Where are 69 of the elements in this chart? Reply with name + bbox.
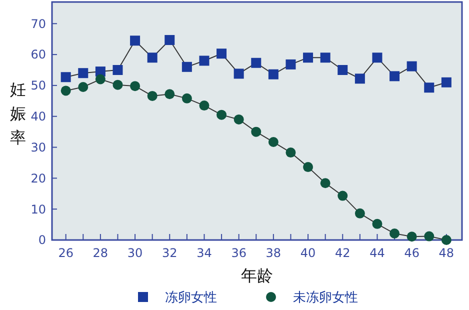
y-axis-title: 妊娠率 bbox=[10, 80, 26, 147]
x-tick-label: 34 bbox=[196, 246, 212, 260]
x-tick-label: 26 bbox=[58, 246, 74, 260]
x-axis-title: 年龄 bbox=[241, 266, 273, 285]
point bbox=[320, 178, 330, 188]
point bbox=[406, 232, 417, 242]
x-tick-label: 38 bbox=[266, 246, 282, 260]
point bbox=[320, 52, 330, 63]
x-tick-label: 46 bbox=[404, 246, 420, 260]
x-tick-label: 44 bbox=[370, 246, 385, 260]
point bbox=[424, 231, 434, 242]
x-tick-label: 40 bbox=[300, 246, 316, 260]
y-tick-label: 10 bbox=[30, 202, 46, 216]
point bbox=[251, 126, 262, 137]
point bbox=[390, 228, 400, 239]
point bbox=[234, 114, 244, 124]
point bbox=[424, 82, 434, 93]
y-tick-label: 0 bbox=[38, 233, 46, 248]
point bbox=[95, 74, 106, 84]
point bbox=[268, 137, 278, 148]
point bbox=[372, 218, 382, 229]
point bbox=[78, 82, 88, 92]
point bbox=[216, 48, 227, 59]
point bbox=[112, 65, 123, 75]
point bbox=[251, 58, 262, 68]
point bbox=[338, 65, 348, 75]
point bbox=[441, 235, 452, 245]
point bbox=[60, 72, 71, 82]
x-tick-label: 28 bbox=[92, 246, 108, 260]
x-tick-label: 48 bbox=[438, 246, 454, 260]
x-tick-label: 30 bbox=[127, 246, 143, 260]
y-tick-label: 20 bbox=[30, 171, 46, 186]
point bbox=[234, 68, 244, 79]
point bbox=[390, 71, 400, 82]
point bbox=[372, 52, 382, 63]
point bbox=[199, 100, 210, 111]
x-tick-label: 36 bbox=[231, 246, 246, 260]
y-tick-label: 70 bbox=[30, 16, 46, 31]
point bbox=[112, 80, 123, 90]
point bbox=[164, 35, 175, 46]
point bbox=[130, 36, 140, 46]
point bbox=[147, 90, 158, 101]
point bbox=[268, 69, 278, 80]
y-tick-label: 50 bbox=[30, 78, 46, 93]
point bbox=[199, 56, 210, 66]
point bbox=[286, 59, 296, 70]
point bbox=[441, 77, 452, 88]
legend-label: 冻卵女性 bbox=[165, 290, 217, 306]
point bbox=[303, 162, 314, 172]
point bbox=[406, 61, 417, 72]
x-tick-label: 32 bbox=[162, 246, 178, 260]
point bbox=[286, 148, 296, 158]
legend-label: 未冻卵女性 bbox=[293, 290, 358, 306]
point bbox=[338, 190, 348, 201]
y-tick-label: 30 bbox=[30, 140, 46, 154]
point bbox=[354, 74, 365, 84]
point bbox=[60, 86, 71, 96]
point bbox=[78, 68, 88, 78]
y-tick-label: 60 bbox=[30, 48, 46, 62]
point bbox=[303, 52, 314, 63]
point bbox=[182, 62, 192, 72]
point bbox=[164, 89, 175, 100]
x-tick-label: 42 bbox=[334, 246, 350, 260]
point bbox=[147, 52, 158, 63]
y-tick-label: 40 bbox=[30, 110, 46, 124]
point bbox=[130, 81, 140, 92]
point bbox=[354, 208, 365, 218]
point bbox=[182, 93, 192, 104]
point bbox=[216, 110, 227, 120]
